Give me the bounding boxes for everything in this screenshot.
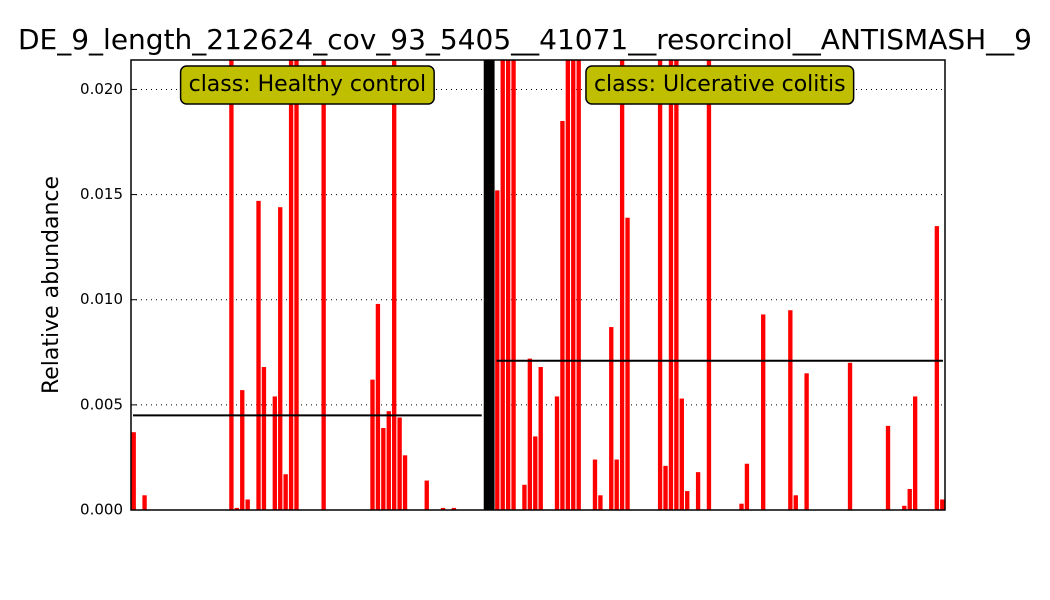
bar [674, 60, 679, 510]
y-tick-label: 0.020 [80, 80, 123, 98]
bar [261, 367, 267, 510]
bar [614, 459, 619, 510]
bar [522, 484, 527, 510]
bar [598, 495, 603, 510]
bar [560, 120, 565, 510]
plot-frame [130, 59, 946, 511]
bar [256, 200, 261, 510]
bar [321, 60, 326, 510]
bar [695, 472, 701, 510]
bar [375, 303, 381, 510]
class-label: class: Ulcerative colitis [594, 72, 846, 97]
bar [885, 425, 891, 510]
bar [392, 60, 397, 510]
bar [527, 358, 533, 510]
bar [706, 60, 712, 510]
bar [495, 190, 500, 510]
bar [571, 60, 576, 510]
y-tick-label: 0.010 [80, 290, 123, 308]
class-label: class: Healthy control [189, 72, 427, 97]
chart-title: DE_9_length_212624_cov_93_5405__41071__r… [18, 23, 1032, 56]
bar [142, 495, 147, 510]
bar [804, 373, 809, 510]
bar [397, 417, 402, 510]
bar [500, 60, 505, 510]
bar [685, 491, 690, 510]
bar [761, 314, 766, 510]
bar [793, 495, 798, 510]
class-separator [483, 60, 495, 510]
bar [619, 60, 625, 510]
bar [663, 465, 668, 510]
bar [554, 396, 560, 510]
bar [131, 432, 136, 510]
bar [592, 459, 598, 510]
y-axis-label: Relative abundance [39, 176, 64, 394]
bar [370, 379, 375, 510]
class-labels: class: Healthy control class: Ulcerative … [179, 65, 855, 105]
bar [847, 362, 853, 510]
bar [278, 207, 283, 510]
bar [272, 396, 277, 510]
bars [131, 60, 945, 510]
bar [283, 474, 288, 510]
bar [424, 480, 429, 510]
bar [565, 60, 571, 510]
bar [625, 217, 630, 510]
bar [402, 455, 408, 510]
bar [940, 499, 945, 510]
bar [934, 226, 940, 510]
bar [533, 436, 538, 510]
bar [668, 60, 674, 510]
y-tick-label: 0.005 [80, 395, 123, 413]
bar [245, 499, 250, 510]
y-tick-label: 0.015 [80, 185, 123, 203]
bar [657, 60, 663, 510]
bar [386, 411, 391, 510]
bar [511, 60, 516, 510]
class-label-box [179, 65, 435, 105]
bar [679, 398, 684, 510]
bar [288, 60, 294, 510]
bar [381, 427, 386, 510]
bar [538, 367, 543, 510]
bar [912, 396, 918, 510]
bar [440, 507, 446, 510]
bar [907, 488, 912, 510]
bar [505, 60, 511, 510]
bar [609, 327, 614, 510]
bar [240, 390, 245, 510]
bar [451, 507, 457, 510]
bar [902, 505, 907, 510]
bar [744, 463, 750, 510]
class-label-box [585, 65, 855, 105]
bar [739, 503, 744, 510]
bar [576, 60, 581, 510]
bar [234, 507, 239, 510]
y-tick-label: 0.000 [80, 501, 123, 519]
bar [294, 60, 299, 510]
bar [229, 60, 234, 510]
bar [788, 310, 793, 510]
